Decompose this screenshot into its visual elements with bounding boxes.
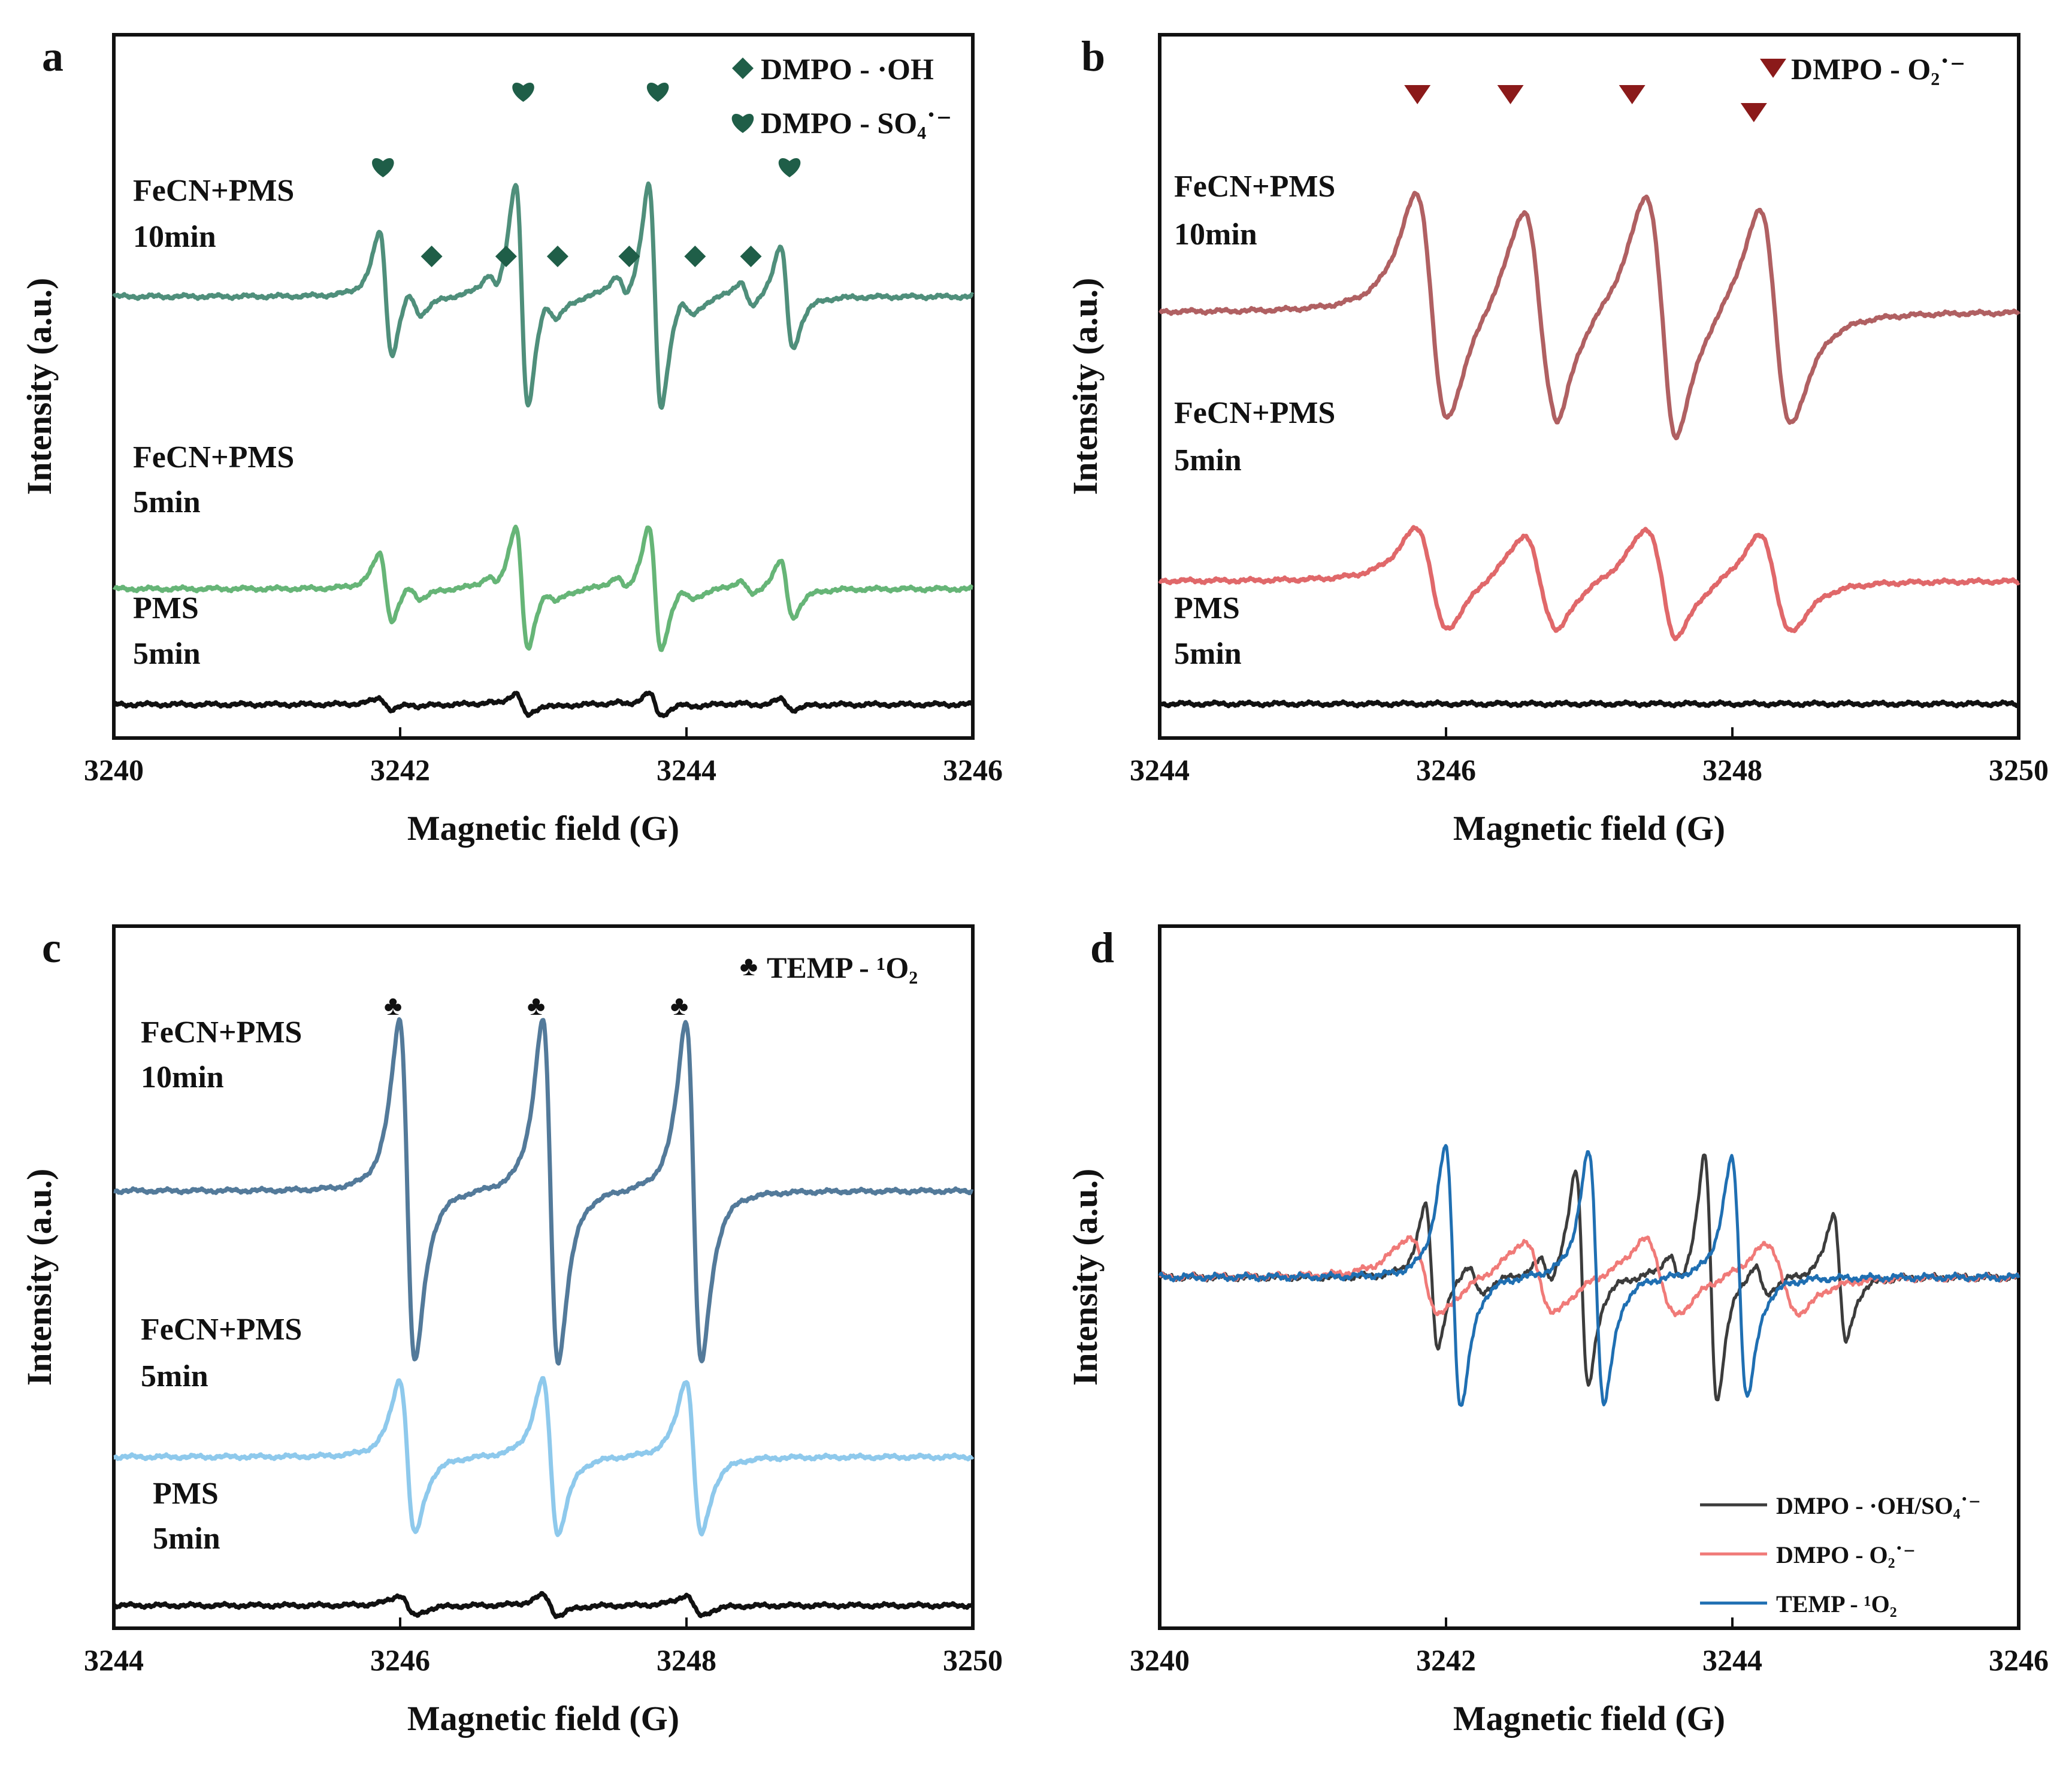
series-line xyxy=(113,1017,974,1366)
series-line xyxy=(112,181,975,410)
series-line xyxy=(1158,699,2020,709)
legend-marker-diamond xyxy=(732,58,754,79)
peak-marker-heart xyxy=(512,83,534,102)
legend-marker-heart xyxy=(731,114,754,133)
panel-letter: c xyxy=(42,924,61,972)
series-line xyxy=(113,1376,975,1537)
series-label: PMS xyxy=(1174,591,1240,625)
x-tick-label: 3246 xyxy=(1989,1643,2049,1677)
series-line xyxy=(1158,1144,2020,1407)
series-label: 10min xyxy=(133,220,216,254)
x-tick-label: 3246 xyxy=(370,1643,430,1677)
peak-marker-club: ♣ xyxy=(384,990,402,1021)
series-label: 10min xyxy=(141,1060,224,1094)
x-tick-label: 3250 xyxy=(943,1643,1003,1677)
series-label: 5min xyxy=(1174,637,1242,671)
legend-label: DMPO - O₂˙⁻ xyxy=(1776,1541,1916,1568)
peak-marker-club: ♣ xyxy=(527,990,545,1021)
x-tick-label: 3246 xyxy=(1416,753,1476,787)
panel-a: a 3240 3242 3244 3246 Magnetic field (G) Inten… xyxy=(20,32,1003,848)
y-axis-label: Intensity (a.u.) xyxy=(20,1169,59,1386)
series-label: FeCN+PMS xyxy=(141,1015,302,1050)
series-line xyxy=(1158,525,2020,642)
series-line xyxy=(112,524,974,652)
y-axis-label: Intensity (a.u.) xyxy=(1066,278,1105,495)
plot-frame xyxy=(1158,33,2020,740)
peak-marker-diamond xyxy=(618,246,640,267)
x-axis-label: Magnetic field (G) xyxy=(407,809,679,848)
peak-marker-heart xyxy=(372,158,394,177)
x-tick-label: 3250 xyxy=(1989,753,2049,787)
peak-marker-diamond xyxy=(421,246,443,267)
series-label: 5min xyxy=(141,1359,208,1393)
legend-label: DMPO - ·OH xyxy=(761,52,934,86)
legend-label: TEMP - ¹O₂ xyxy=(767,951,918,984)
y-axis-label: Intensity (a.u.) xyxy=(20,278,59,495)
series-label: FeCN+PMS xyxy=(133,174,294,208)
x-axis-label: Magnetic field (G) xyxy=(407,1699,679,1738)
peak-marker-diamond xyxy=(546,246,568,267)
peak-marker-diamond xyxy=(740,246,762,267)
plot-frame xyxy=(112,33,975,740)
series-label: FeCN+PMS xyxy=(1174,396,1335,430)
x-tick-label: 3244 xyxy=(1130,753,1190,787)
peak-marker-diamond xyxy=(495,246,517,267)
series-label: FeCN+PMS xyxy=(141,1313,302,1347)
peak-marker-triangle-down xyxy=(1404,85,1431,104)
x-tick-label: 3244 xyxy=(84,1643,144,1677)
series-label: PMS xyxy=(133,591,199,625)
legend-label: DMPO - SO₄˙⁻ xyxy=(761,106,952,140)
x-tick-label: 3242 xyxy=(370,753,430,787)
x-axis-label: Magnetic field (G) xyxy=(1453,809,1725,848)
x-tick-label: 3244 xyxy=(1702,1643,1762,1677)
peak-marker-heart xyxy=(778,158,801,177)
series-label: FeCN+PMS xyxy=(133,440,294,474)
series-label: 5min xyxy=(153,1522,220,1556)
x-tick-label: 3240 xyxy=(84,753,144,787)
plot-frame xyxy=(112,924,975,1630)
series-label: 5min xyxy=(133,637,201,671)
panel-letter: a xyxy=(42,32,63,80)
peak-marker-triangle-down xyxy=(1619,85,1645,104)
legend-label: DMPO - ·OH/SO₄˙⁻ xyxy=(1776,1492,1981,1519)
series-line xyxy=(1158,1235,2020,1318)
panel-d: d 3240 3242 3244 3246 Magnetic field (G) Inten… xyxy=(1066,924,2049,1738)
x-axis-label: Magnetic field (G) xyxy=(1453,1699,1725,1738)
legend-marker-triangle-down xyxy=(1760,59,1786,78)
peak-marker-club: ♣ xyxy=(670,990,688,1021)
legend-label: TEMP - ¹O₂ xyxy=(1776,1590,1897,1617)
peak-marker-triangle-down xyxy=(1497,85,1524,104)
panel-letter: b xyxy=(1081,32,1105,80)
series-label: PMS xyxy=(153,1477,219,1511)
series-line xyxy=(113,690,974,718)
legend-marker-club: ♣ xyxy=(740,951,758,981)
legend-label: DMPO - O₂˙⁻ xyxy=(1791,52,1965,86)
y-axis-label: Intensity (a.u.) xyxy=(1066,1169,1105,1386)
series-line xyxy=(113,1590,975,1619)
series-label: 10min xyxy=(1174,217,1257,252)
series-line xyxy=(1158,190,2020,440)
x-tick-label: 3242 xyxy=(1416,1643,1476,1677)
panel-c: c 3244 3246 3248 3250 Magnetic field (G) Inten… xyxy=(20,924,1003,1738)
x-tick-label: 3248 xyxy=(1702,753,1762,787)
series-label: 5min xyxy=(133,485,201,519)
peak-marker-heart xyxy=(646,83,669,102)
x-tick-label: 3244 xyxy=(657,753,716,787)
peak-marker-triangle-down xyxy=(1740,103,1767,122)
x-tick-label: 3248 xyxy=(657,1643,716,1677)
series-label: 5min xyxy=(1174,443,1242,477)
panel-letter: d xyxy=(1090,924,1114,972)
panel-b: b 3244 3246 3248 3250 Magnetic field (G) Inten… xyxy=(1066,32,2049,848)
peak-marker-diamond xyxy=(684,246,706,267)
x-tick-label: 3240 xyxy=(1130,1643,1190,1677)
series-label: FeCN+PMS xyxy=(1174,170,1335,204)
x-tick-label: 3246 xyxy=(943,753,1003,787)
